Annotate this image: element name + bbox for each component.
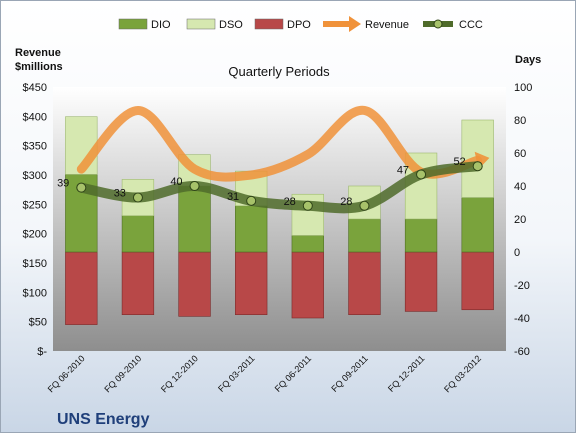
dpo-bar [404, 251, 438, 312]
revenue-line [76, 105, 483, 182]
right-tick-label: 100 [514, 82, 532, 94]
right-axis-title: Days [515, 54, 541, 66]
left-tick-label: $150 [23, 258, 47, 270]
x-tick-label: FQ 06-2011 [273, 353, 314, 394]
left-tick-label: $450 [23, 82, 47, 94]
x-tick-label: FQ 09-2010 [102, 353, 143, 394]
x-tick-label: FQ 03-2011 [216, 353, 257, 394]
ccc-data-label: 28 [340, 196, 352, 208]
legend-revenue-arrow [349, 16, 361, 32]
dio-bar [235, 205, 268, 253]
right-tick-label: -40 [514, 313, 530, 325]
dpo-bar [291, 251, 324, 319]
ccc-data-label: 40 [170, 176, 182, 188]
dpo-bar [348, 251, 381, 316]
left-tick-label: $- [37, 346, 47, 358]
left-tick-label: $400 [23, 111, 47, 123]
legend-swatch [118, 18, 148, 30]
dio-bar [291, 235, 324, 253]
right-tick-label: 80 [514, 115, 526, 127]
dpo-bar [235, 251, 268, 316]
ccc-data-label: 28 [284, 196, 296, 208]
dpo-bar [178, 251, 211, 317]
ccc-data-label: 47 [397, 164, 409, 176]
legend-swatch [186, 18, 216, 30]
left-tick-label: $200 [23, 229, 47, 241]
right-tick-label: 60 [514, 148, 526, 160]
ccc-point [302, 200, 313, 211]
ccc-data-label: 39 [57, 178, 69, 190]
dpo-bar [461, 251, 494, 311]
right-tick-label: 20 [514, 214, 526, 226]
ccc-point [246, 195, 257, 206]
legend-label: Revenue [365, 19, 409, 31]
x-tick-label: FQ 03-2012 [442, 353, 483, 394]
dio-bar [121, 215, 155, 253]
ccc-point [76, 182, 87, 193]
x-tick-label: FQ 06-2010 [46, 353, 87, 394]
left-tick-label: $50 [29, 317, 47, 329]
legend: DIO DSO DPO Revenue CCC [118, 16, 483, 32]
left-axis-title-line1: Revenue [15, 47, 61, 59]
right-tick-label: -20 [514, 280, 530, 292]
legend-label: DIO [151, 19, 171, 31]
x-tick-label: FQ 12-2010 [159, 353, 200, 394]
ccc-data-label: 33 [114, 188, 126, 200]
left-tick-label: $350 [23, 141, 47, 153]
dio-bar [178, 185, 211, 253]
legend-swatch [254, 18, 284, 30]
plot-area [53, 87, 506, 351]
left-axis: $- $50 $100 $150 $200 $250 $300 $350 $400 $450 [23, 82, 48, 358]
right-tick-label: -60 [514, 346, 530, 358]
right-tick-label: 40 [514, 181, 526, 193]
legend-label: DPO [287, 19, 311, 31]
ccc-point [472, 161, 483, 172]
dio-bar [404, 218, 438, 253]
ccc-point [132, 192, 143, 203]
company-name: UNS Energy [57, 411, 150, 428]
left-tick-label: $300 [23, 170, 47, 182]
legend-ccc-marker [433, 19, 443, 29]
ccc-data-label: 31 [227, 191, 239, 203]
ccc-point [416, 169, 427, 180]
dpo-bar [65, 251, 98, 325]
line-series: 39 33 40 31 28 28 47 52 [57, 105, 490, 214]
legend-label: CCC [459, 19, 483, 31]
dio-bar [348, 218, 381, 253]
legend-label: DSO [219, 19, 243, 31]
ccc-line [76, 161, 483, 214]
x-tick-label: FQ 09-2011 [329, 353, 370, 394]
dio-bar [461, 197, 494, 253]
left-axis-title-line2: $millions [15, 61, 63, 73]
x-axis: FQ 06-2010 FQ 09-2010 FQ 12-2010 FQ 03-2011… [46, 353, 483, 394]
ccc-point [189, 181, 200, 191]
ccc-data-label: 52 [453, 156, 465, 168]
x-tick-label: FQ 12-2011 [386, 353, 427, 394]
ccc-point [359, 200, 370, 211]
chart-title: Quarterly Periods [228, 64, 330, 79]
left-tick-label: $250 [23, 199, 47, 211]
left-tick-label: $100 [23, 287, 47, 299]
right-tick-label: 0 [514, 247, 520, 259]
right-axis: -60 -40 -20 0 20 40 60 80 100 [514, 82, 532, 358]
dpo-bar [121, 251, 155, 316]
